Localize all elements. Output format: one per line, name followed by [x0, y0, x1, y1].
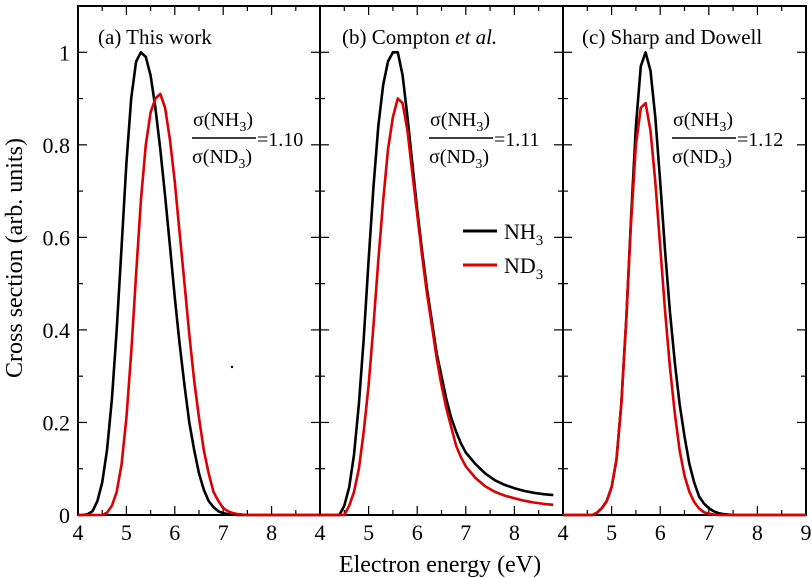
panel-title-lead: (b) Compton: [342, 25, 455, 49]
legend-label-nh3: NH3: [504, 219, 543, 249]
x-tick-label: 4: [73, 520, 84, 545]
legend-nh3-sub: 3: [536, 233, 544, 249]
x-tick-label: 4: [558, 520, 569, 545]
series-line-nd3: [320, 97, 554, 517]
panel-title-italic: et al.: [455, 25, 497, 49]
legend-nh3-main: NH: [504, 219, 536, 244]
x-tick-label: 6: [655, 520, 666, 545]
panel-frame: [77, 5, 321, 516]
legend-nd3-sub: 3: [536, 267, 544, 283]
y-axis-label: Cross section (arb. units): [2, 138, 28, 378]
legend-label-nd3: ND3: [504, 253, 543, 283]
x-tick-label: 7: [218, 520, 229, 545]
y-tick-label: 0.4: [43, 318, 71, 343]
ratio-denominator: σ(ND3): [429, 146, 489, 172]
ratio-numerator: σ(NH3): [193, 109, 253, 135]
x-tick-label: 7: [703, 520, 714, 545]
series-line-nd3: [78, 92, 320, 517]
x-tick-label: 4: [315, 520, 326, 545]
x-tick-label: 8: [752, 520, 763, 545]
ratio-value: =1.12: [737, 129, 783, 151]
x-tick-label: 6: [169, 520, 180, 545]
panel-title-lead: (c) Sharp and Dowell: [582, 25, 762, 49]
x-tick-label: 8: [509, 520, 520, 545]
x-tick-label: 8: [266, 520, 277, 545]
y-tick-label: 0: [59, 503, 70, 528]
y-tick-label: 0.2: [43, 410, 71, 435]
series-line-nd3: [563, 101, 806, 517]
ratio-numerator: σ(NH3): [673, 109, 733, 135]
panel-title-lead: (a) This work: [98, 25, 212, 49]
ratio-annotation: σ(NH3) σ(ND3)=1.11: [429, 109, 540, 172]
panel-title: (b) Compton et al.: [342, 25, 497, 49]
panel-c: 4 5 6 7 8 9 (c) Sharp and Dowell σ(NH3) σ(ND3)=1…: [558, 5, 812, 545]
ratio-numerator: σ(NH3): [430, 109, 490, 135]
panel-title: (c) Sharp and Dowell: [582, 25, 762, 49]
x-tick-label: 5: [606, 520, 617, 545]
x-tick-label: 7: [460, 520, 471, 545]
ratio-denominator: σ(ND3): [672, 146, 732, 172]
x-axis-label: Electron energy (eV): [339, 552, 541, 578]
x-tick-label: 5: [121, 520, 132, 545]
panel-a: 4 5 6 7 800.20.40.60.81(a) This workσ(NH3)σ(…: [43, 5, 321, 545]
panel-title: (a) This work: [98, 25, 212, 49]
legend: NH3 ND3: [463, 219, 543, 283]
y-tick-label: 0.8: [43, 133, 71, 158]
legend-nd3-main: ND: [504, 253, 536, 278]
ratio-annotation: σ(NH3) σ(ND3)=1.12: [672, 109, 783, 172]
x-tick-label: 5: [363, 520, 374, 545]
ratio-annotation: σ(NH3) σ(ND3)=1.10: [192, 109, 303, 172]
x-tick-label: 6: [412, 520, 423, 545]
y-tick-label: 0.6: [43, 225, 71, 250]
series-line-nh3: [78, 50, 320, 517]
ratio-denominator: σ(ND3): [192, 146, 252, 172]
ratio-value: =1.11: [494, 129, 540, 151]
y-tick-label: 1: [59, 40, 70, 65]
stray-dot: [230, 365, 234, 369]
ratio-value: =1.10: [257, 129, 303, 151]
x-tick-label: 9: [801, 520, 812, 545]
